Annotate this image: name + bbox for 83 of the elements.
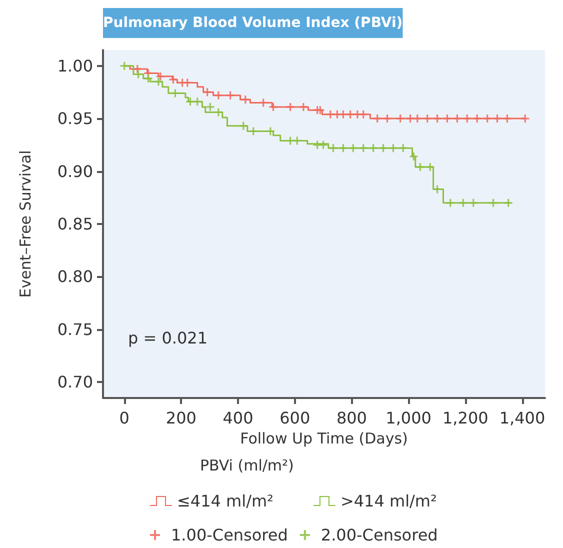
point bbox=[293, 136, 302, 145]
x-tick-label: 0 bbox=[119, 408, 130, 428]
point bbox=[443, 114, 452, 123]
point bbox=[203, 88, 212, 96]
point bbox=[154, 78, 162, 86]
point bbox=[316, 106, 324, 114]
point bbox=[469, 198, 478, 207]
annotation: p = 0.021 bbox=[128, 328, 208, 348]
point bbox=[156, 72, 164, 80]
point bbox=[426, 163, 434, 172]
x-tick-label: 1,400 bbox=[499, 408, 546, 428]
point bbox=[269, 102, 278, 111]
point bbox=[463, 114, 472, 123]
y-tick-label: 0.85 bbox=[57, 214, 93, 234]
point bbox=[339, 110, 348, 118]
point bbox=[359, 110, 368, 118]
point bbox=[416, 163, 424, 172]
point bbox=[413, 114, 422, 123]
y-tick-label: 0.90 bbox=[57, 162, 93, 181]
point bbox=[383, 114, 392, 123]
point bbox=[171, 89, 180, 98]
point bbox=[433, 185, 442, 194]
x-tick-label: 200 bbox=[166, 408, 196, 428]
point bbox=[359, 144, 368, 152]
legend-label: 1.00-Censored bbox=[171, 526, 288, 544]
point bbox=[493, 114, 502, 123]
point bbox=[169, 76, 178, 84]
point bbox=[521, 114, 530, 123]
y-tick-label: 0.75 bbox=[57, 320, 93, 339]
point bbox=[339, 144, 348, 152]
point bbox=[396, 114, 404, 123]
point bbox=[349, 144, 358, 152]
point bbox=[286, 102, 294, 111]
point bbox=[410, 152, 418, 161]
point bbox=[299, 102, 308, 111]
point bbox=[504, 198, 512, 207]
point bbox=[399, 144, 408, 152]
y-tick-label: 1.00 bbox=[57, 56, 93, 76]
x-tick-label: 600 bbox=[280, 408, 310, 428]
y-tick-label: 0.70 bbox=[57, 372, 93, 392]
point bbox=[214, 91, 222, 100]
y-tick-label: 0.80 bbox=[57, 267, 93, 286]
point bbox=[379, 144, 388, 152]
point bbox=[483, 114, 492, 123]
point bbox=[459, 198, 468, 207]
x-tick-label: 400 bbox=[222, 408, 254, 428]
point bbox=[369, 144, 378, 152]
legend-title: PBVi (ml/m²) bbox=[200, 456, 294, 474]
point bbox=[206, 102, 214, 111]
y-tick-label: 0.95 bbox=[57, 109, 93, 128]
x-tick-label: 1,000 bbox=[386, 408, 432, 428]
point bbox=[473, 114, 482, 123]
point bbox=[423, 114, 432, 123]
chart-title: Pulmonary Blood Volume Index (PBVi) bbox=[103, 15, 403, 31]
point bbox=[489, 198, 498, 207]
point bbox=[266, 127, 274, 136]
x-tick-label: 1,200 bbox=[442, 408, 488, 428]
point bbox=[433, 114, 442, 123]
point bbox=[193, 98, 202, 106]
x-axis-title: Follow Up Time (Days) bbox=[240, 429, 408, 448]
point bbox=[214, 108, 222, 116]
x-tick-label: 800 bbox=[336, 408, 367, 428]
legend-label: 2.00-Censored bbox=[320, 526, 438, 544]
point bbox=[241, 96, 250, 104]
point bbox=[133, 64, 142, 73]
y-axis-title: Event–Free Survival bbox=[16, 150, 34, 298]
point bbox=[453, 114, 462, 123]
point bbox=[120, 62, 128, 70]
point bbox=[503, 114, 512, 123]
point bbox=[226, 91, 234, 100]
point bbox=[389, 144, 398, 152]
legend-label: ≤414 ml/m² bbox=[177, 492, 274, 510]
legend-label: >414 ml/m² bbox=[340, 492, 437, 510]
point bbox=[249, 127, 258, 136]
point bbox=[406, 114, 414, 123]
point bbox=[329, 144, 338, 152]
point bbox=[319, 140, 328, 149]
point bbox=[183, 78, 192, 87]
point bbox=[239, 122, 248, 130]
point bbox=[446, 198, 454, 207]
point bbox=[259, 98, 268, 107]
point bbox=[144, 74, 152, 82]
point bbox=[373, 114, 382, 123]
